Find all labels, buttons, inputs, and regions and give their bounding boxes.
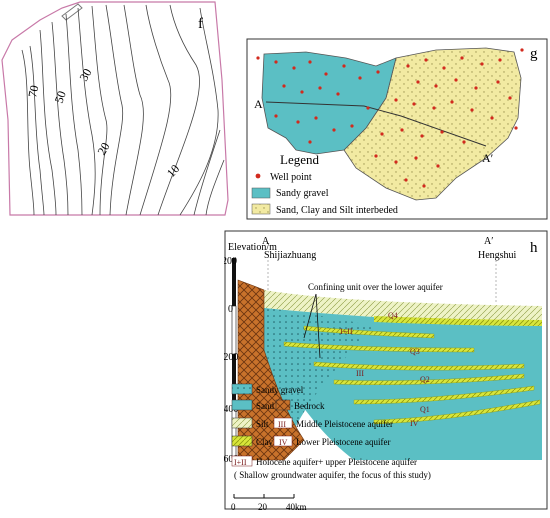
contour-lines <box>21 4 225 216</box>
well-point-icon <box>255 173 261 179</box>
elevation-bar-black-mid <box>232 354 236 406</box>
sand-swatch-icon <box>231 399 253 411</box>
code-iii: III <box>278 420 286 429</box>
panel-h-label: h <box>530 240 538 256</box>
legend-h-bedrock: Bedrock <box>294 401 325 411</box>
scale-label-0: 0 <box>231 502 236 512</box>
panel-h: h Elevation/m 200 0 -200 -400 -600 A Shi… <box>220 230 550 513</box>
elevation-tick-minus600: -600 <box>224 454 238 465</box>
panel-g: g A A′ Legend Well point Sandy gravel Sa… <box>246 38 550 222</box>
section-city-right: Hengshui <box>478 250 517 261</box>
clay-swatch-icon <box>231 435 253 447</box>
section-label-iii: III <box>356 369 364 378</box>
contour-map: f 70 50 30 20 10 <box>1 1 229 216</box>
elevation-tick-minus200: -200 <box>224 352 238 363</box>
section-label-iv: IV <box>410 419 419 428</box>
section-label-q3: Q3 <box>410 347 420 356</box>
section-label-q2: Q2 <box>420 375 430 384</box>
point-a-prime-label: A′ <box>482 151 494 165</box>
sandy-gravel-body <box>264 308 374 430</box>
legend-h-silt: Silt <box>256 419 269 429</box>
cross-section: h Elevation/m 200 0 -200 -400 -600 A Shi… <box>220 230 548 512</box>
contour-label-70: 70 <box>25 84 41 99</box>
code-i-ii: I+II <box>234 458 247 467</box>
point-a-label: A <box>254 97 263 111</box>
scale-label-40: 40km <box>286 502 307 512</box>
sand-clay-silt-swatch-icon <box>251 203 271 215</box>
silt-top-layer <box>264 290 542 326</box>
elevation-tick-200: 200 <box>224 256 237 267</box>
legend-sand-clay-silt: Sand, Clay and Silt interbeded <box>276 205 398 216</box>
bedrock-body <box>237 279 305 461</box>
legend-h-middle-pleistocene: Middle Pleistocene aquifer <box>296 419 393 429</box>
legend-h-clay: Clay <box>256 437 273 447</box>
panel-g-label: g <box>530 46 538 62</box>
sandy-gravel-swatch-icon <box>251 187 271 199</box>
elevation-bar-black-top <box>232 258 236 306</box>
river-notch <box>61 3 83 21</box>
sandy-gravel-region <box>261 51 397 155</box>
legend-h-sandy-gravel: Sandy gravel <box>256 385 304 395</box>
bedrock-swatch-icon <box>275 399 291 411</box>
section-label-q1: Q1 <box>420 405 430 414</box>
profile-line <box>265 101 487 147</box>
callout-arrow-2 <box>315 293 321 359</box>
callout-arrow-1 <box>303 293 317 339</box>
code-iv: IV <box>279 438 288 447</box>
code-box-i-ii <box>231 455 253 467</box>
legend-h-sand: Sand <box>256 401 275 411</box>
aquifer-map: g A A′ Legend Well point Sandy gravel Sa… <box>246 38 548 220</box>
code-box-iv <box>273 435 293 447</box>
clay-lenses <box>283 325 541 425</box>
legend-title: Legend <box>280 152 319 167</box>
section-city-left: Shijiazhuang <box>264 250 316 261</box>
code-box-iii <box>273 417 293 429</box>
section-label-q4: Q4 <box>388 311 398 320</box>
section-label-i-ii: I+II <box>340 327 353 336</box>
silt-swatch-icon <box>231 417 253 429</box>
legend-h-shallow-note: ( Shallow groundwater aquifer, the focus… <box>234 470 431 480</box>
panel-f: f 70 50 30 20 10 <box>0 0 232 218</box>
legend-sandy-gravel: Sandy gravel <box>276 188 329 199</box>
sandy-gravel-swatch-icon <box>231 383 253 395</box>
legend-well-point: Well point <box>270 172 312 183</box>
elevation-tick-minus400: -400 <box>224 404 238 415</box>
legend-h-holocene: Holocene aquifer+ upper Pleistocene aqui… <box>256 457 417 467</box>
q4-band <box>374 316 542 326</box>
legend-h-lower-pleistocene: Lower Pleistocene aquifer <box>296 437 390 447</box>
elevation-title: Elevation/m <box>228 242 277 253</box>
contour-label-50: 50 <box>52 89 69 105</box>
section-point-a: A <box>262 236 270 247</box>
panel-f-label: f <box>198 16 203 32</box>
elevation-tick-0: 0 <box>228 304 233 315</box>
well-points <box>256 48 524 188</box>
confining-unit-callout: Confining unit over the lower aquifer <box>308 282 443 292</box>
section-point-a-prime: A′ <box>484 236 493 247</box>
scale-label-20: 20 <box>258 502 268 512</box>
region-boundary <box>1 1 229 216</box>
